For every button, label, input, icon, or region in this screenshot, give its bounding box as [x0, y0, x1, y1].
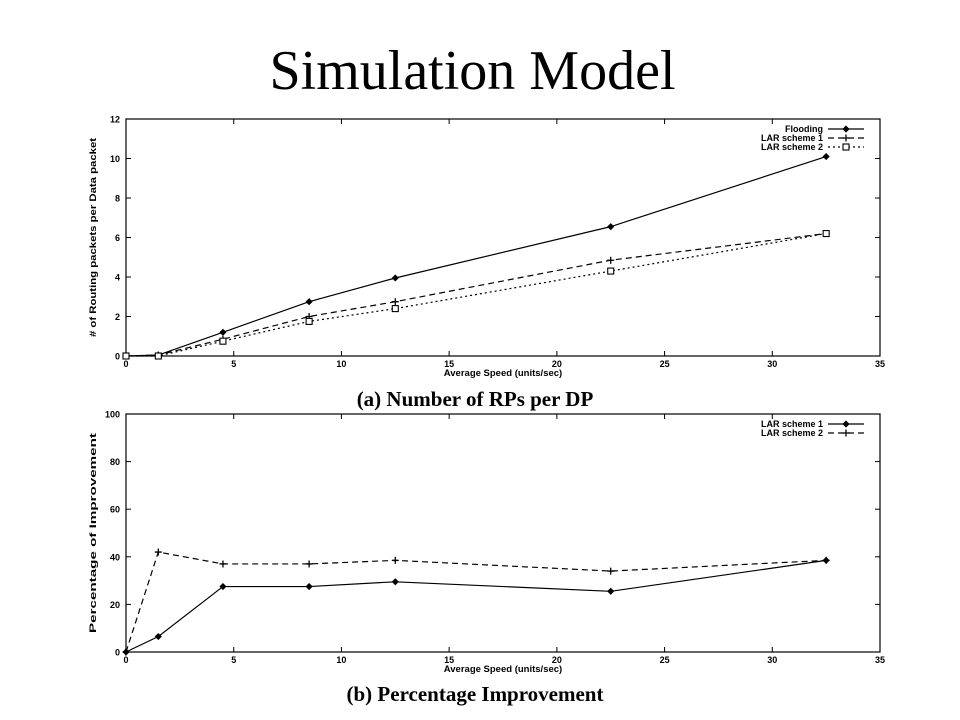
- chart-a-series-1-legend-marker: [842, 125, 850, 133]
- chart-b-x-tick-label: 35: [875, 655, 885, 665]
- chart-b-x-tick-label: 5: [231, 655, 236, 665]
- chart-a-series-1-point: [391, 274, 399, 282]
- chart-a-series-3-point: [219, 337, 227, 345]
- chart-b-series-2-point: [607, 567, 615, 575]
- chart-b-series-1-point: [391, 578, 399, 586]
- chart-a-x-axis-label: Average Speed (units/sec): [444, 368, 562, 379]
- chart-b-x-tick-label: 25: [660, 655, 670, 665]
- chart-b-series-2-point: [122, 648, 130, 656]
- chart-a-x-tick-label: 5: [231, 359, 236, 369]
- chart-a: 0 5 10 15 20 25 30 35 0 2 4 6 8 10 12 Average Speed (un…: [88, 115, 885, 380]
- chart-b-caption: (b) Percentage Improvement: [347, 682, 604, 706]
- chart-a-series-3-point: [391, 305, 399, 313]
- chart-a-series-3-point: [122, 352, 130, 360]
- chart-b: 0 5 10 15 20 25 30 35 0 20 40 60 80 100 Average Speed …: [88, 410, 885, 676]
- chart-a-y-tick-label: 0: [115, 352, 120, 362]
- chart-b-series-2-legend-label: LAR scheme 2: [761, 428, 823, 438]
- chart-a-series-1-point: [822, 152, 830, 161]
- chart-b-y-tick-label: 20: [110, 600, 120, 610]
- chart-a-series-1-point: [305, 298, 313, 306]
- chart-b-x-tick-label: 0: [123, 655, 128, 665]
- chart-a-y-tick-label: 10: [110, 154, 120, 164]
- chart-b-series-2-point: [219, 560, 227, 568]
- chart-a-x-tick-label: 15: [444, 359, 454, 369]
- chart-a-series-3-legend-marker: [842, 143, 850, 151]
- chart-b-series-1-point: [607, 587, 615, 595]
- chart-b-series-2-point: [391, 556, 399, 564]
- chart-a-series-1-legend-label: Flooding: [785, 124, 823, 134]
- chart-a-y-tick-label: 8: [115, 194, 120, 204]
- chart-a-y-tick-label: 2: [115, 312, 120, 322]
- chart-a-x-tick-label: 30: [767, 359, 777, 369]
- chart-a-x-tick-label: 25: [660, 359, 670, 369]
- chart-a-y-tick-label: 4: [115, 273, 120, 283]
- chart-b-series-2-point: [305, 560, 313, 568]
- chart-b-x-tick-label: 10: [336, 655, 346, 665]
- chart-a-series-2-point: [607, 256, 615, 264]
- chart-a-series-3-point: [305, 317, 313, 325]
- chart-a-y-tick-label: 12: [110, 115, 120, 125]
- chart-a-series-3-legend-label: LAR scheme 2: [761, 142, 823, 152]
- chart-a-x-tick-label: 10: [336, 359, 346, 369]
- chart-b-y-tick-label: 40: [110, 552, 120, 562]
- chart-a-series-1-point: [219, 328, 227, 336]
- chart-a-y-tick-label: 6: [115, 233, 120, 243]
- chart-a-y-axis-label: # of Routing packets per Data packet: [88, 138, 98, 337]
- chart-a-series-2-point: [391, 298, 399, 306]
- chart-b-series-1-point: [154, 632, 162, 641]
- chart-b-y-tick-label: 0: [115, 648, 120, 658]
- chart-a-series-3-point: [154, 352, 162, 360]
- chart-a-x-tick-label: 35: [875, 359, 885, 369]
- chart-b-series-1-legend-marker: [842, 420, 850, 428]
- chart-a-series-1-point: [607, 223, 615, 231]
- chart-b-y-tick-label: 60: [110, 505, 120, 515]
- chart-b-y-tick-label: 100: [105, 410, 120, 420]
- chart-b-x-axis-label: Average Speed (units/sec): [444, 664, 562, 675]
- slide-title: Simulation Model: [269, 40, 676, 102]
- chart-a-series-3-point: [607, 267, 615, 275]
- chart-a-x-tick-label: 0: [123, 359, 128, 369]
- chart-a-plot-frame: [125, 118, 881, 357]
- chart-a-series-2-legend-marker: [842, 134, 850, 142]
- chart-b-x-tick-label: 15: [444, 655, 454, 665]
- chart-b-series-1-legend-label: LAR scheme 1: [761, 419, 823, 429]
- chart-a-caption: (a) Number of RPs per DP: [357, 387, 594, 411]
- chart-a-series-2-legend-label: LAR scheme 1: [761, 133, 823, 143]
- chart-b-y-axis-label: Percentage of Improvement: [88, 433, 98, 633]
- chart-a-series-3-point: [822, 230, 830, 238]
- chart-b-plot-frame: [125, 413, 881, 653]
- chart-b-x-tick-label: 30: [767, 655, 777, 665]
- chart-b-x-tick-label: 20: [552, 655, 562, 665]
- chart-a-x-tick-label: 20: [552, 359, 562, 369]
- chart-b-series-1-point: [219, 582, 227, 591]
- chart-a-series-3-line: [126, 232, 827, 357]
- chart-b-y-tick-label: 80: [110, 457, 120, 467]
- chart-b-series-1-point: [305, 582, 313, 591]
- chart-b-series-2-point: [154, 548, 162, 556]
- chart-b-series-2-point: [822, 556, 830, 564]
- chart-b-series-2-legend-marker: [842, 429, 850, 437]
- chart-b-series-1-line: [125, 559, 827, 653]
- chart-a-series-1-line: [125, 155, 827, 357]
- chart-b-series-2-line: [125, 551, 827, 653]
